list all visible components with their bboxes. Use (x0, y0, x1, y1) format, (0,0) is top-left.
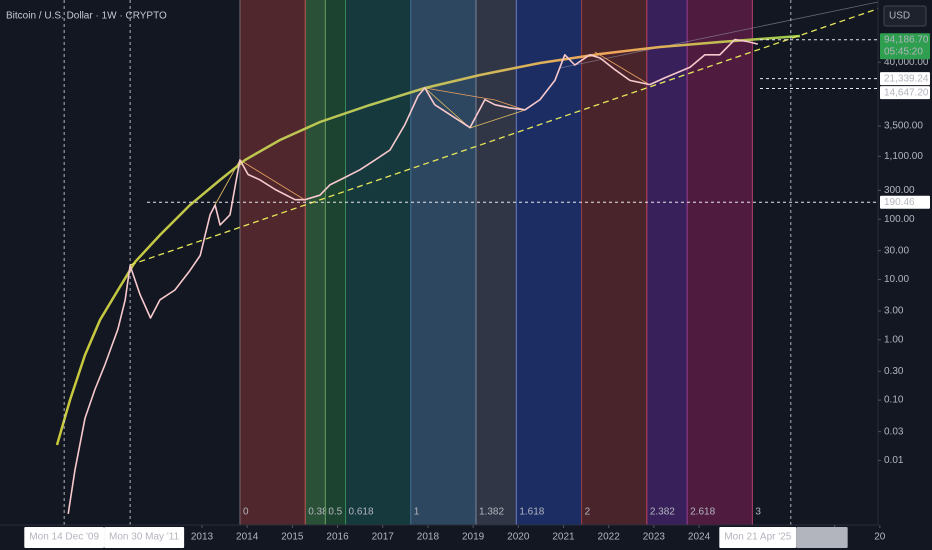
fib-band (646, 0, 688, 525)
growth-curve (55, 34, 801, 446)
chart-title: Bitcoin / U.S. Dollar · 1W · CRYPTO (6, 11, 167, 22)
price-line-series (67, 38, 758, 515)
y-tick-label: 40,000.00 (884, 57, 929, 68)
date-marker-label: Mon 21 Apr '25 (724, 532, 791, 543)
price-label-box (880, 86, 930, 100)
fib-label: 1.618 (519, 507, 544, 518)
x-tick-label: 20 (874, 532, 886, 543)
price-label: 190.46 (884, 197, 915, 208)
price-label: 94,186.70 (884, 34, 929, 45)
x-tick-label: 2018 (417, 532, 440, 543)
zigzag (239, 159, 306, 201)
date-marker: Mon 21 Apr '25 (719, 527, 797, 548)
date-marker-box (104, 527, 185, 548)
price-label: 14,647.20 (884, 87, 929, 98)
fib-label: 0.382 (308, 507, 333, 518)
x-tick-label: 2024 (688, 532, 711, 543)
date-marker-label: Mon 14 Dec '09 (29, 532, 99, 543)
date-marker-box (24, 527, 105, 548)
plot (63, 0, 878, 525)
price-label-box (880, 33, 930, 60)
date-marker: Mon 14 Dec '09 (24, 527, 105, 548)
y-tick-label: 0.01 (884, 455, 904, 466)
x-tick-label: 2015 (281, 532, 304, 543)
x-tick-label: 2023 (643, 532, 666, 543)
fib-band (325, 0, 346, 525)
date-marker: Mon 30 May '11 (104, 527, 185, 548)
x-tick-label: 2014 (236, 532, 259, 543)
fib-band (687, 0, 753, 525)
date-marker-box (796, 527, 848, 548)
fib-band (410, 0, 477, 525)
support-line (129, 7, 878, 266)
fib-label: 0 (243, 507, 249, 518)
fib-label: 0.618 (349, 507, 374, 518)
y-tick-label: 3,500.00 (884, 121, 923, 132)
y-tick-label: 10.00 (884, 274, 909, 285)
x-tick-label: 2019 (462, 532, 485, 543)
y-tick-label: 100.00 (884, 214, 915, 225)
fib-label: 3 (755, 507, 761, 518)
price-label: 21,339.24 (884, 73, 929, 84)
y-tick-label: 1.00 (884, 334, 904, 345)
y-tick-label: 3.00 (884, 306, 904, 317)
trend-line (559, 1, 878, 69)
y-tick-label: 0.30 (884, 366, 904, 377)
x-tick-label: 2022 (598, 532, 621, 543)
fib-label: 2 (585, 507, 591, 518)
x-tick-label: 2021 (552, 532, 575, 543)
currency-label: USD (889, 11, 910, 22)
fib-label: 1.382 (479, 507, 504, 518)
zigzag (424, 87, 526, 111)
x-tick-label: 2016 (326, 532, 349, 543)
drawings (55, 1, 878, 446)
fib-band (305, 0, 326, 525)
fib-band (516, 0, 582, 525)
y-tick-label: 0.10 (884, 395, 904, 406)
y-tick-label: 0.03 (884, 426, 904, 437)
date-marker-label: Mon 30 May '11 (109, 532, 180, 543)
y-tick-label: 300.00 (884, 185, 915, 196)
axis-corner (886, 526, 932, 550)
currency-box (883, 5, 927, 27)
date-marker-box (719, 527, 797, 548)
price-label-box (880, 72, 930, 86)
date-marker-label: 9 Feb '26 (801, 532, 843, 543)
fib-label: 1 (414, 507, 420, 518)
zigzag (594, 51, 651, 86)
fib-band (476, 0, 517, 525)
price-label-box (880, 195, 930, 209)
x-tick-label: 2020 (507, 532, 530, 543)
x-tick-label: 2013 (191, 532, 214, 543)
fib-label: 2.382 (650, 507, 675, 518)
fib-label: 2.618 (690, 507, 715, 518)
y-tick-label: 1,100.00 (884, 151, 923, 162)
fib-band (581, 0, 647, 525)
fib-band (239, 0, 306, 525)
y-tick-label: 30.00 (884, 245, 909, 256)
countdown: 05:45:20 (884, 46, 923, 57)
date-marker: 9 Feb '26 (796, 527, 848, 548)
x-tick-label: 2017 (372, 532, 395, 543)
fib-label: 0.5 (328, 507, 342, 518)
fib-band (345, 0, 411, 525)
